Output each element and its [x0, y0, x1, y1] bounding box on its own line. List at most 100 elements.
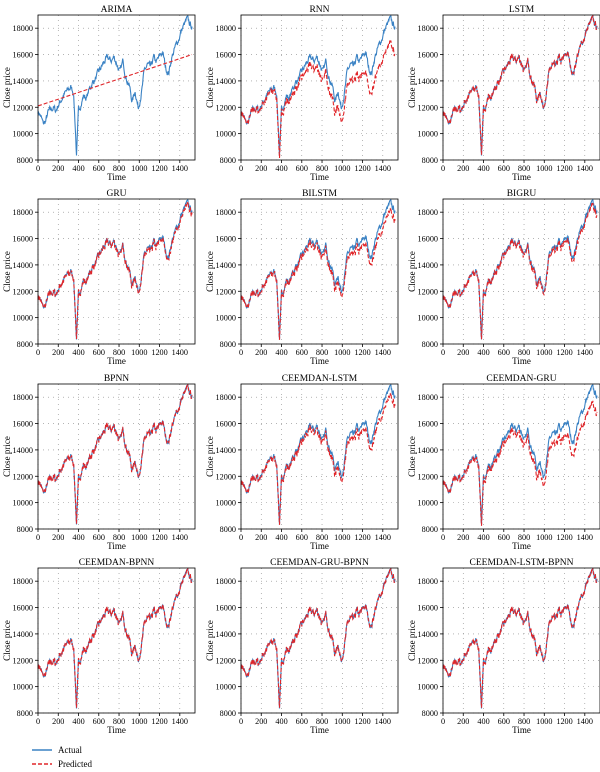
- subplot-ceemdan-gru: CEEMDAN-GRU 0 200 400 600 800 1000 1200 1400 8000…: [407, 374, 600, 551]
- axes-frame: [240, 14, 399, 161]
- x-tick-label: 1200: [354, 533, 370, 542]
- x-tick-label: 0: [441, 533, 445, 542]
- y-tick-label: 12000: [216, 103, 236, 112]
- y-tick-label: 8000: [17, 709, 33, 718]
- x-tick-label: 1200: [151, 164, 167, 173]
- y-tick-label: 14000: [13, 630, 33, 639]
- x-tick-label: 800: [518, 717, 530, 726]
- x-tick-label: 200: [457, 533, 469, 542]
- y-tick-label: 18000: [216, 208, 236, 217]
- x-tick-label: 600: [296, 348, 308, 357]
- x-tick-label: 600: [296, 717, 308, 726]
- subplot-lstm: LSTM 0 200 400 600 800 1000 1200 1400 8000 10000 12…: [407, 5, 600, 182]
- actual-line: [37, 568, 193, 709]
- x-axis-label: Time: [107, 725, 126, 735]
- subplot-arima: ARIMA 0 200 400 600 800 1000 1200 1400 8000 10000 1…: [2, 5, 196, 182]
- x-tick-label: 200: [255, 717, 267, 726]
- y-axis-label: Close price: [2, 620, 12, 661]
- x-tick-label: 1000: [131, 348, 147, 357]
- predicted-line: [37, 54, 193, 107]
- actual-line: [442, 384, 598, 525]
- subplot-title: BIGRU: [507, 189, 537, 199]
- x-tick-label: 1000: [536, 533, 552, 542]
- x-axis-label: Time: [107, 172, 126, 182]
- x-axis-label: Time: [310, 172, 329, 182]
- y-axis-label: Close price: [205, 620, 215, 661]
- x-tick-label: 800: [113, 348, 125, 357]
- y-tick-label: 16000: [13, 604, 33, 613]
- y-tick-label: 16000: [216, 51, 236, 60]
- x-tick-label: 400: [477, 717, 489, 726]
- x-tick-label: 200: [52, 348, 64, 357]
- x-tick-label: 1000: [334, 164, 350, 173]
- y-tick-label: 12000: [216, 287, 236, 296]
- x-tick-label: 1400: [172, 348, 188, 357]
- y-axis-label: Close price: [407, 251, 417, 292]
- y-tick-label: 14000: [216, 261, 236, 270]
- predicted-line: [37, 567, 193, 708]
- y-tick-label: 16000: [418, 51, 438, 60]
- x-tick-label: 0: [441, 164, 445, 173]
- subplot-title: CEEMDAN-GRU-BPNN: [270, 558, 369, 568]
- y-tick-label: 14000: [13, 261, 33, 270]
- axes-frame: [37, 14, 196, 161]
- x-axis-label: Time: [512, 356, 531, 366]
- y-tick-label: 10000: [418, 130, 438, 139]
- y-tick-label: 10000: [13, 683, 33, 692]
- x-tick-label: 1200: [354, 348, 370, 357]
- y-tick-label: 14000: [13, 446, 33, 455]
- x-axis-label: Time: [310, 356, 329, 366]
- x-tick-label: 1200: [556, 533, 572, 542]
- y-tick-label: 18000: [418, 208, 438, 217]
- subplot-rnn: RNN 0 200 400 600 800 1000 1200 1400 8000 10000 120…: [205, 5, 399, 182]
- y-tick-label: 18000: [216, 577, 236, 586]
- predicted-line: [240, 40, 396, 159]
- x-tick-label: 0: [36, 533, 40, 542]
- predicted-line: [240, 567, 396, 708]
- x-tick-label: 1400: [577, 164, 593, 173]
- y-tick-label: 8000: [422, 525, 438, 534]
- actual-line: [37, 15, 193, 156]
- x-tick-label: 0: [239, 164, 243, 173]
- x-tick-label: 0: [441, 717, 445, 726]
- subplot-title: ARIMA: [101, 5, 133, 15]
- y-tick-label: 18000: [13, 393, 33, 402]
- x-tick-label: 400: [477, 348, 489, 357]
- x-tick-label: 1000: [536, 164, 552, 173]
- subplot-title: BPNN: [104, 374, 129, 384]
- actual-line: [442, 199, 598, 340]
- x-tick-label: 1200: [354, 164, 370, 173]
- predicted-line: [442, 202, 598, 340]
- y-axis-label: Close price: [205, 436, 215, 477]
- predicted-line: [442, 567, 598, 708]
- y-tick-label: 10000: [13, 499, 33, 508]
- axes-frame: [37, 567, 196, 714]
- legend-actual-label: Actual: [58, 745, 82, 755]
- x-tick-label: 1400: [375, 533, 391, 542]
- y-tick-label: 10000: [418, 683, 438, 692]
- x-tick-label: 400: [72, 533, 84, 542]
- y-tick-label: 16000: [216, 604, 236, 613]
- x-tick-label: 1000: [334, 533, 350, 542]
- y-tick-label: 16000: [418, 420, 438, 429]
- y-tick-label: 14000: [216, 77, 236, 86]
- x-tick-label: 1400: [172, 164, 188, 173]
- x-tick-label: 200: [457, 348, 469, 357]
- y-tick-label: 12000: [13, 103, 33, 112]
- x-tick-label: 200: [255, 533, 267, 542]
- x-tick-label: 1200: [556, 348, 572, 357]
- x-tick-label: 400: [275, 533, 287, 542]
- y-tick-label: 12000: [216, 472, 236, 481]
- y-tick-label: 18000: [418, 577, 438, 586]
- x-tick-label: 1400: [375, 164, 391, 173]
- y-tick-label: 14000: [13, 77, 33, 86]
- actual-line: [240, 384, 396, 525]
- x-tick-label: 1000: [334, 348, 350, 357]
- x-tick-label: 600: [93, 348, 105, 357]
- y-tick-label: 10000: [216, 683, 236, 692]
- y-tick-label: 10000: [13, 314, 33, 323]
- y-tick-label: 10000: [216, 130, 236, 139]
- axes-frame: [240, 198, 399, 345]
- x-tick-label: 200: [457, 717, 469, 726]
- x-axis-label: Time: [107, 356, 126, 366]
